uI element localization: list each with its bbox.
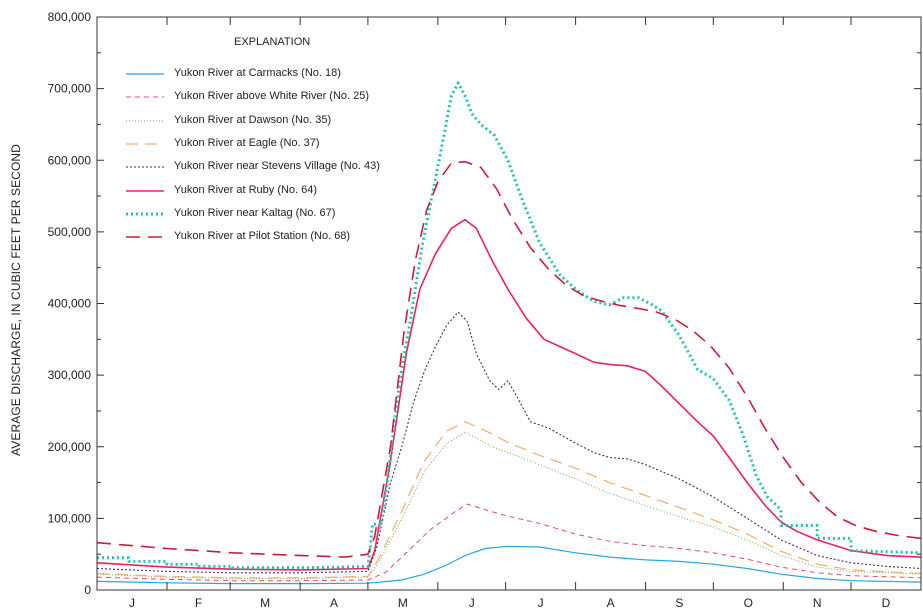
y-tick-label: 100,000 — [48, 511, 92, 525]
x-tick-label: M — [398, 596, 408, 609]
legend-swatch — [126, 120, 164, 122]
legend-item: Yukon River near Kaltag (No. 67) — [124, 206, 424, 222]
legend-item: Yukon River at Carmacks (No. 18) — [124, 66, 424, 82]
legend-item: Yukon River at Eagle (No. 37) — [124, 136, 424, 152]
y-tick-label: 200,000 — [48, 440, 92, 454]
x-tick-label: J — [129, 596, 135, 609]
series-line-4 — [96, 421, 922, 579]
series-line-3 — [96, 431, 922, 579]
y-tick-label: 300,000 — [48, 368, 92, 382]
series-line-8 — [96, 160, 922, 558]
x-tick-label: D — [882, 596, 891, 609]
legend-label: Yukon River near Kaltag (No. 67) — [174, 206, 336, 219]
y-tick-label: 800,000 — [48, 10, 92, 24]
legend-label: Yukon River at Eagle (No. 37) — [174, 136, 320, 149]
legend-item: Yukon River above White River (No. 25) — [124, 89, 424, 105]
x-tick-label: N — [813, 596, 822, 609]
plot-lines — [96, 81, 922, 585]
y-axis-label: AVERAGE DISCHARGE, IN CUBIC FEET PER SEC… — [9, 144, 24, 456]
legend-swatch — [126, 73, 164, 75]
series-line-6 — [96, 218, 922, 571]
y-tick-label: 600,000 — [48, 153, 92, 167]
legend-label: Yukon River at Dawson (No. 35) — [174, 113, 332, 126]
y-tick-label: 0 — [84, 583, 91, 597]
legend-swatch — [126, 212, 164, 216]
x-tick-label: M — [260, 596, 270, 609]
x-tick-label: J — [538, 596, 544, 609]
y-tick-label: 400,000 — [48, 297, 92, 311]
legend-label: Yukon River at Pilot Station (No. 68) — [174, 230, 351, 243]
x-tick-label: A — [607, 596, 615, 609]
x-tick-label: A — [330, 596, 338, 609]
x-tick-label: S — [675, 596, 683, 609]
series-line-5 — [96, 311, 922, 574]
y-axis-label-box: AVERAGE DISCHARGE, IN CUBIC FEET PER SEC… — [4, 130, 28, 470]
ticks: 0 100,000 200,000 300,000 400,000 500,000 600,… — [48, 10, 921, 609]
series-line-7 — [97, 81, 922, 570]
x-tick-label: O — [744, 596, 753, 609]
legend-item: Yukon River at Pilot Station (No. 68) — [124, 229, 424, 245]
legend-item: Yukon River at Ruby (No. 64) — [124, 183, 424, 199]
y-tick-label: 700,000 — [48, 82, 92, 96]
legend-label: Yukon River at Ruby (No. 64) — [174, 183, 318, 196]
series-line-1 — [96, 545, 922, 585]
legend-label: Yukon River above White River (No. 25) — [174, 90, 370, 103]
legend-swatch — [126, 96, 164, 98]
series-line-2 — [96, 503, 922, 582]
legend-swatch — [126, 166, 164, 168]
legend-label: Yukon River at Carmacks (No. 18) — [174, 67, 341, 79]
legend-swatch — [126, 189, 164, 192]
y-tick-label: 500,000 — [48, 225, 92, 239]
legend-swatch — [126, 236, 164, 238]
legend-label: Yukon River near Stevens Village (No. 43… — [174, 160, 380, 173]
x-tick-label: J — [469, 596, 475, 609]
legend-title: EXPLANATION — [234, 36, 311, 48]
x-tick-label: F — [195, 596, 202, 609]
legend-item: Yukon River near Stevens Village (No. 43… — [124, 159, 424, 175]
legend-item: Yukon River at Dawson (No. 35) — [124, 113, 424, 129]
legend-swatch — [126, 143, 164, 145]
